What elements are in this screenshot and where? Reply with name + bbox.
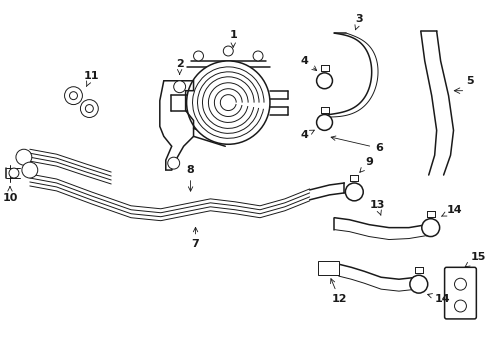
Circle shape [22, 162, 38, 178]
Text: 8: 8 [186, 165, 194, 191]
Circle shape [9, 168, 19, 178]
Text: 14: 14 [441, 205, 461, 216]
Text: 12: 12 [330, 279, 346, 304]
Circle shape [16, 149, 32, 165]
Text: 13: 13 [368, 200, 384, 215]
Text: 6: 6 [330, 136, 382, 153]
Circle shape [69, 92, 77, 100]
Circle shape [453, 300, 466, 312]
Circle shape [186, 61, 269, 144]
Circle shape [193, 51, 203, 61]
Circle shape [80, 100, 98, 117]
Circle shape [453, 278, 466, 290]
Text: 10: 10 [2, 186, 18, 203]
Circle shape [421, 219, 439, 237]
Bar [317, 261, 339, 275]
Circle shape [316, 114, 332, 130]
Circle shape [64, 87, 82, 105]
Text: 4: 4 [300, 56, 316, 71]
Text: 1: 1 [229, 30, 237, 47]
Text: 3: 3 [354, 14, 362, 30]
Text: 4: 4 [300, 130, 314, 140]
Text: 14: 14 [427, 294, 449, 304]
Circle shape [409, 275, 427, 293]
Circle shape [223, 46, 233, 56]
Circle shape [167, 157, 179, 169]
Text: 15: 15 [464, 252, 485, 267]
Text: 5: 5 [466, 76, 473, 86]
Text: 2: 2 [175, 59, 183, 75]
Circle shape [85, 105, 93, 113]
Text: 9: 9 [359, 157, 372, 172]
Circle shape [316, 73, 332, 89]
Text: 11: 11 [83, 71, 99, 86]
FancyBboxPatch shape [444, 267, 475, 319]
Circle shape [173, 81, 185, 93]
Circle shape [253, 51, 263, 61]
Circle shape [345, 183, 363, 201]
Text: 7: 7 [191, 228, 199, 249]
